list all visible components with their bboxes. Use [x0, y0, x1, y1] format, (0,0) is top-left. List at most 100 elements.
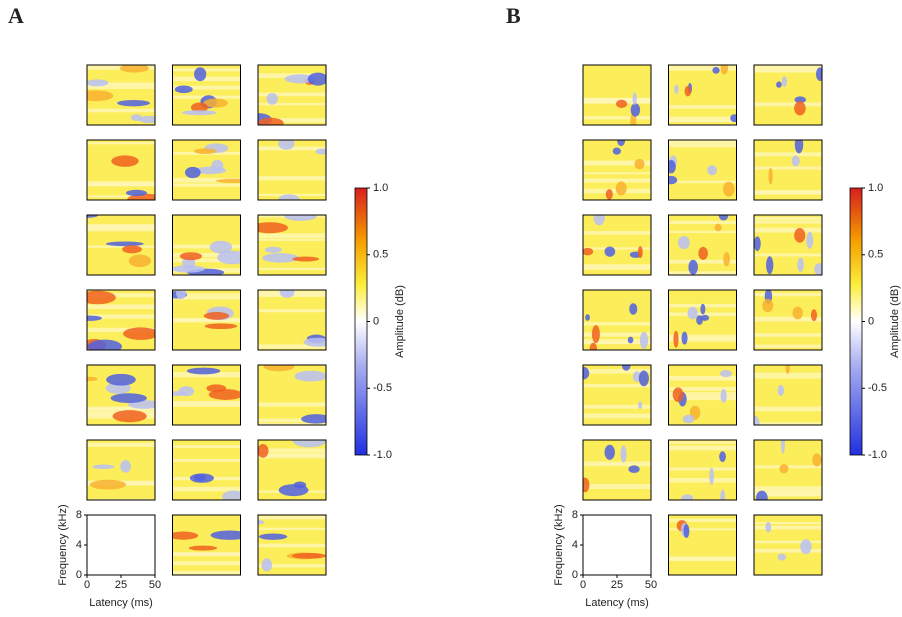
colorbar-tick-label: 0.5 [373, 249, 388, 261]
heatmap-blob [780, 440, 785, 454]
heatmap-blob [278, 140, 295, 150]
heatmap [583, 365, 651, 425]
heatmap-bg [668, 65, 737, 125]
heatmap [258, 215, 326, 275]
panel-border [582, 64, 652, 126]
heatmap-blob [638, 370, 649, 387]
heatmap-band [583, 461, 651, 464]
heatmap-band [583, 247, 651, 250]
heatmap-panel [668, 64, 737, 126]
heatmap-panel [753, 439, 823, 501]
panel-letter: B [506, 3, 521, 28]
panel-border [582, 439, 652, 501]
heatmap-bg [172, 65, 241, 125]
colorbar [354, 187, 368, 456]
heatmap-blob [776, 81, 782, 88]
heatmap-blob [810, 309, 818, 322]
panel-border [86, 214, 156, 276]
heatmap-band [172, 403, 241, 407]
heatmap-band [87, 245, 155, 248]
heatmap-blob [194, 474, 206, 482]
heatmap-blob [117, 99, 150, 107]
heatmap [668, 515, 737, 575]
heatmap-band [87, 304, 155, 310]
y-axis-label: Frequency (kHz) [553, 504, 565, 585]
heatmap [754, 365, 822, 425]
heatmap-band [754, 521, 822, 525]
heatmap-band [754, 227, 822, 233]
panel-border [172, 64, 241, 126]
heatmap-blob [307, 72, 326, 86]
heatmap-blob [111, 155, 139, 167]
heatmap-panel [668, 289, 737, 351]
panel-border [86, 64, 156, 126]
heatmap-band [258, 515, 326, 520]
heatmap-blob [800, 539, 812, 555]
heatmap-panel [668, 364, 737, 426]
heatmap [172, 290, 241, 350]
heatmap-bg [87, 140, 155, 200]
heatmap-blob [768, 167, 773, 185]
heatmap-band [87, 195, 155, 198]
heatmap-panel [257, 514, 327, 576]
heatmap-blob [172, 531, 199, 540]
panel-border [753, 64, 823, 126]
heatmap-blob [709, 467, 714, 485]
panel-border [753, 139, 823, 201]
heatmap-panel [172, 514, 241, 576]
heatmap [172, 140, 241, 200]
y-tick-label: 8 [76, 509, 82, 521]
heatmap-blob [303, 337, 326, 347]
heatmap-band [668, 141, 737, 146]
heatmap [172, 515, 241, 575]
heatmap-band [87, 498, 155, 500]
colorbar [849, 187, 863, 456]
heatmap-panel [753, 514, 823, 576]
heatmap-blob [719, 451, 726, 463]
panel-border [86, 439, 156, 501]
heatmap-band [668, 65, 737, 71]
y-tick-label: 8 [572, 509, 578, 521]
heatmap-blob [122, 245, 142, 254]
heatmap-blob [762, 298, 774, 313]
heatmap-blob [687, 306, 698, 320]
heatmap-band [172, 318, 241, 323]
heatmap-blob [722, 181, 735, 197]
heatmap-bg [754, 140, 822, 200]
heatmap [668, 65, 737, 125]
heatmap-blob [815, 67, 822, 81]
heatmap-blob [797, 257, 804, 272]
heatmap-blob [87, 315, 102, 321]
heatmap-blob [284, 74, 316, 84]
panel-border [668, 514, 737, 576]
heatmap-panel [172, 139, 241, 201]
heatmap-band [668, 116, 737, 122]
heatmap [583, 290, 651, 350]
heatmap-band [668, 140, 737, 143]
heatmap-blob [683, 524, 690, 539]
y-tick-label: 4 [76, 539, 82, 551]
heatmap-blob [677, 236, 690, 250]
heatmap-bg [583, 440, 651, 500]
heatmap [754, 290, 822, 350]
heatmap-band [172, 486, 241, 492]
heatmap-blob [263, 365, 295, 372]
heatmap-band [668, 467, 737, 471]
heatmap [258, 290, 326, 350]
heatmap [87, 440, 155, 500]
colorbar-label: Amplitude (dB) [394, 285, 406, 358]
heatmap-blob [258, 222, 289, 234]
heatmap-blob [777, 384, 785, 397]
heatmap-blob [301, 414, 326, 424]
heatmap [258, 515, 326, 575]
heatmap-band [172, 561, 241, 566]
heatmap-blob [210, 530, 241, 540]
heatmap-band [754, 333, 822, 337]
heatmap-panel [172, 214, 241, 276]
heatmap [668, 290, 737, 350]
heatmap-panel [582, 364, 652, 426]
heatmap-panel [582, 514, 652, 576]
heatmap [172, 65, 241, 125]
heatmap-band [668, 375, 737, 381]
heatmap-band [87, 293, 155, 298]
